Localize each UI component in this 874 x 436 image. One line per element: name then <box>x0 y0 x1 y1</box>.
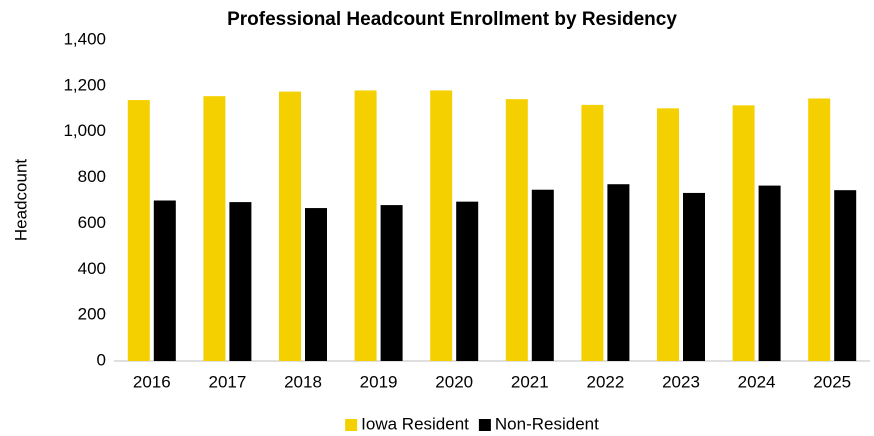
y-tick-label: 200 <box>78 305 106 324</box>
x-tick-label: 2018 <box>284 372 322 391</box>
bar <box>203 96 226 362</box>
bar <box>153 200 176 361</box>
bar <box>683 192 705 361</box>
y-tick-label: 0 <box>97 350 106 369</box>
legend-swatch <box>478 419 491 431</box>
x-tick-label: 2022 <box>586 372 624 391</box>
bar <box>505 99 528 362</box>
y-tick-label: 800 <box>78 167 106 186</box>
x-tick-label: 2016 <box>133 372 171 391</box>
y-tick-label: 1,200 <box>63 75 106 94</box>
chart-title: Professional Headcount Enrollment by Res… <box>227 9 677 30</box>
x-tick-label: 2019 <box>360 372 398 391</box>
y-tick-label: 600 <box>78 213 106 232</box>
x-tick-label: 2017 <box>208 372 246 391</box>
bar <box>456 201 479 361</box>
x-tick-label: 2024 <box>738 372 776 391</box>
x-tick-label: 2023 <box>662 372 700 391</box>
bar <box>732 105 755 361</box>
bar <box>354 90 377 361</box>
bar <box>380 205 403 361</box>
bar <box>531 189 554 361</box>
bar <box>607 184 630 361</box>
bar <box>229 202 252 361</box>
legend-swatch <box>345 419 358 431</box>
bar <box>127 100 150 361</box>
bar <box>430 90 453 361</box>
bar <box>657 108 679 361</box>
legend-label: Non-Resident <box>495 414 599 433</box>
bar <box>758 185 781 361</box>
y-tick-label: 1,400 <box>63 29 106 48</box>
legend-label: Iowa Resident <box>361 414 469 433</box>
bar <box>808 98 831 361</box>
x-tick-label: 2025 <box>813 372 851 391</box>
bar <box>279 91 301 361</box>
bar <box>305 208 327 361</box>
y-tick-label: 400 <box>78 259 106 278</box>
bar <box>581 104 604 362</box>
y-tick-label: 1,000 <box>63 121 106 140</box>
bar <box>834 190 857 361</box>
x-tick-label: 2021 <box>511 372 549 391</box>
y-axis-label: Headcount <box>11 159 30 242</box>
x-tick-label: 2020 <box>435 372 473 391</box>
